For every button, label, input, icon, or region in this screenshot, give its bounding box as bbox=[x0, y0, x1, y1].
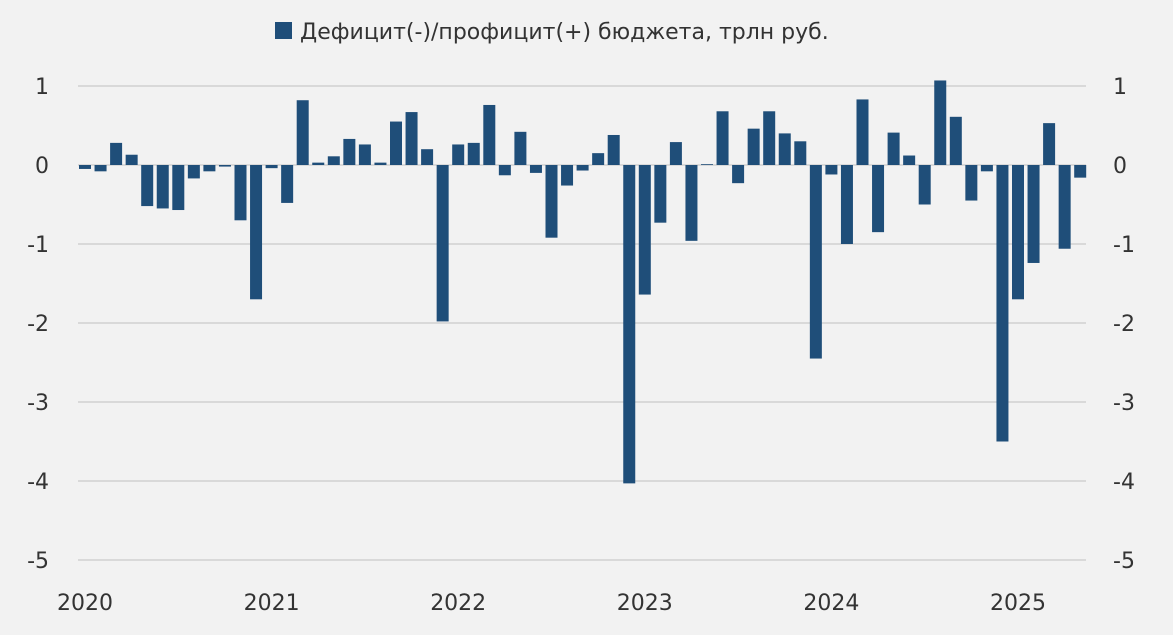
bar bbox=[794, 141, 807, 165]
bar bbox=[156, 165, 169, 209]
bar bbox=[918, 165, 931, 205]
bar bbox=[840, 165, 853, 244]
y-tick-label-right: -1 bbox=[1113, 233, 1135, 258]
bars bbox=[79, 80, 1087, 484]
y-tick-label-right: -4 bbox=[1113, 470, 1135, 495]
x-tick-label: 2024 bbox=[803, 591, 859, 616]
bar bbox=[110, 142, 123, 165]
bar bbox=[141, 165, 154, 207]
bar bbox=[545, 165, 558, 238]
bar bbox=[79, 165, 91, 169]
bar bbox=[296, 100, 309, 165]
bar bbox=[592, 153, 605, 165]
bar bbox=[250, 165, 263, 300]
y-axis-right: 1 0 -1 -2 -3 -4 -5 bbox=[1113, 75, 1135, 574]
bar bbox=[421, 149, 434, 165]
bar bbox=[327, 156, 340, 165]
legend: Дефицит(-)/профицит(+) бюджета, трлн руб… bbox=[275, 20, 829, 45]
bar bbox=[1043, 123, 1056, 165]
x-tick-label: 2025 bbox=[990, 591, 1046, 616]
bar bbox=[374, 162, 387, 165]
x-tick-label: 2021 bbox=[244, 591, 300, 616]
bar bbox=[949, 116, 962, 165]
bar bbox=[390, 121, 402, 165]
y-tick-label-left: -5 bbox=[27, 549, 49, 574]
y-tick-label-right: -2 bbox=[1113, 312, 1135, 337]
x-tick-label: 2020 bbox=[57, 591, 113, 616]
bar bbox=[281, 165, 294, 203]
bar bbox=[965, 165, 978, 201]
bar bbox=[187, 165, 200, 179]
bar bbox=[312, 162, 325, 165]
bar bbox=[1058, 165, 1071, 249]
bar bbox=[125, 154, 138, 165]
bar bbox=[747, 128, 760, 165]
legend-label: Дефицит(-)/профицит(+) бюджета, трлн руб… bbox=[300, 20, 829, 45]
bar bbox=[1027, 165, 1040, 263]
bar bbox=[498, 165, 511, 176]
y-tick-label-right: 0 bbox=[1113, 154, 1127, 179]
bar bbox=[825, 165, 838, 175]
bar bbox=[203, 165, 216, 172]
bar bbox=[669, 142, 682, 165]
bar bbox=[623, 165, 636, 484]
bar bbox=[732, 165, 745, 184]
y-tick-label-left: -4 bbox=[27, 470, 49, 495]
bar bbox=[685, 165, 698, 241]
y-axis-left: 1 0 -1 -2 -3 -4 -5 bbox=[27, 75, 49, 574]
bar bbox=[343, 138, 356, 165]
x-tick-label: 2022 bbox=[430, 591, 486, 616]
bar bbox=[483, 104, 496, 165]
x-axis: 2020 2021 2022 2023 2024 2025 bbox=[57, 591, 1046, 616]
bar bbox=[467, 142, 480, 165]
y-tick-label-right: -3 bbox=[1113, 391, 1135, 416]
bar bbox=[872, 165, 885, 233]
y-tick-label-right: -5 bbox=[1113, 549, 1135, 574]
bar bbox=[980, 165, 993, 172]
bar bbox=[436, 165, 449, 322]
bar bbox=[887, 132, 900, 165]
bar bbox=[934, 80, 947, 165]
bar bbox=[265, 165, 278, 169]
legend-swatch bbox=[275, 22, 292, 39]
bar bbox=[576, 165, 589, 171]
bar bbox=[778, 133, 791, 165]
y-tick-label-left: 1 bbox=[35, 75, 49, 100]
bar bbox=[358, 144, 371, 165]
bar bbox=[903, 155, 916, 165]
bar bbox=[172, 165, 185, 211]
bar bbox=[94, 165, 107, 172]
bar bbox=[529, 165, 542, 173]
bar bbox=[561, 165, 574, 186]
y-tick-label-left: -1 bbox=[27, 233, 49, 258]
bar bbox=[716, 111, 729, 165]
bar bbox=[1074, 165, 1087, 178]
bar bbox=[405, 112, 418, 165]
bar bbox=[763, 111, 776, 165]
bar bbox=[701, 164, 713, 166]
bar bbox=[856, 99, 869, 165]
bar bbox=[218, 165, 231, 167]
bar bbox=[809, 165, 822, 359]
y-tick-label-left: -2 bbox=[27, 312, 49, 337]
y-tick-label-left: 0 bbox=[35, 154, 49, 179]
y-tick-label-left: -3 bbox=[27, 391, 49, 416]
bar bbox=[514, 131, 527, 165]
bar bbox=[234, 165, 247, 221]
bar bbox=[654, 165, 667, 223]
bar bbox=[607, 134, 620, 165]
y-tick-label-right: 1 bbox=[1113, 75, 1127, 100]
bar bbox=[638, 165, 651, 295]
bar bbox=[996, 165, 1009, 442]
bar bbox=[1012, 165, 1024, 300]
x-tick-label: 2023 bbox=[617, 591, 673, 616]
bar bbox=[452, 144, 465, 165]
